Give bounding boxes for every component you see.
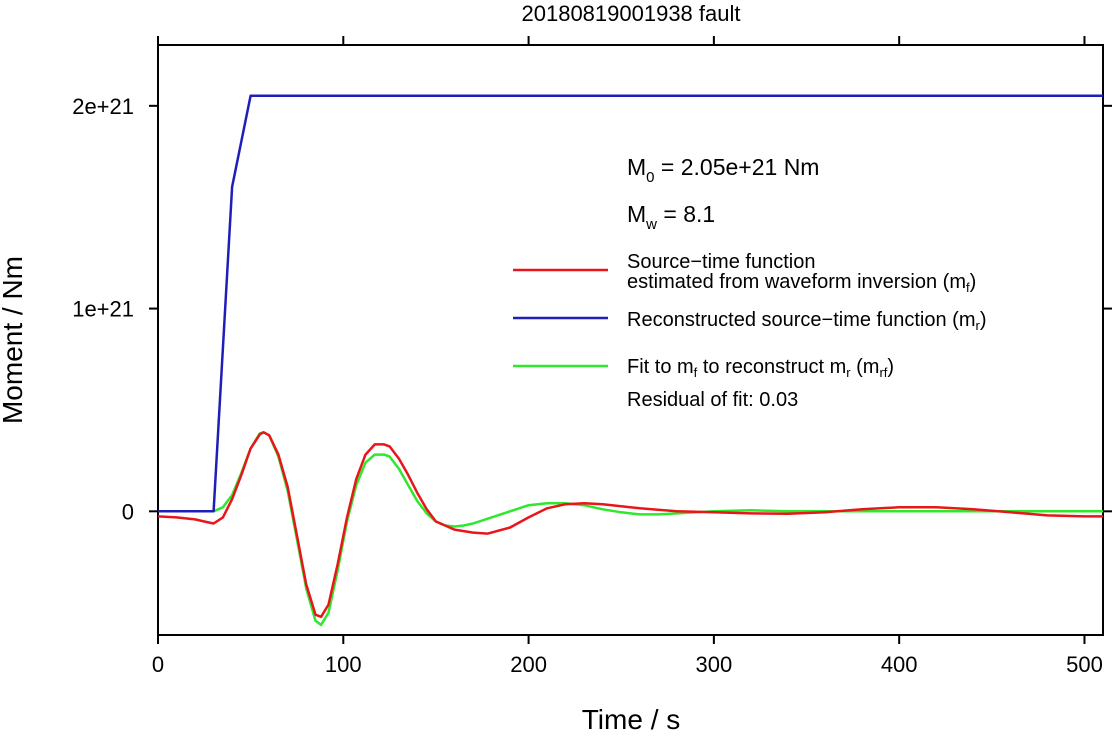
m0-annotation: M0 = 2.05e+21 Nm (627, 154, 819, 186)
y-axis-title: Moment / Nm (0, 256, 28, 424)
legend-label-estimated-line2: estimated from waveform inversion (mf) (627, 271, 976, 295)
plot-frame (157, 44, 1104, 636)
x-tick-label: 500 (1066, 652, 1103, 677)
legend-label-fit: Fit to mf to reconstruct mr (mrf) (627, 356, 894, 380)
mw-annotation: Mw = 8.1 (627, 201, 715, 233)
x-tick-label: 0 (152, 652, 164, 677)
x-tick-label: 200 (510, 652, 547, 677)
legend-label-reconstructed: Reconstructed source−time function (mr) (627, 309, 987, 333)
chart-title: 20180819001938 fault (522, 1, 741, 26)
legend: Source−time function estimated from wave… (513, 251, 987, 411)
mw-subscript: w (645, 216, 657, 233)
residual-annotation: Residual of fit: 0.03 (627, 389, 798, 411)
x-tick-label: 100 (325, 652, 362, 677)
series-line-fit (158, 431, 1103, 627)
series-lines (157, 94, 1103, 627)
axis-ticks: 0 100 200 300 400 500 0 1e+21 2e+21 (72, 36, 1112, 677)
x-tick-label: 300 (696, 652, 733, 677)
series-line-estimated (157, 431, 1103, 619)
legend-label-estimated-line1: Source−time function (627, 251, 815, 273)
y-tick-label: 0 (122, 499, 134, 524)
y-tick-label: 1e+21 (72, 297, 134, 322)
x-tick-label: 400 (881, 652, 918, 677)
series-line-reconstructed (158, 94, 1103, 513)
m0-subscript: 0 (646, 169, 654, 186)
x-axis-title: Time / s (582, 704, 681, 735)
y-tick-label: 2e+21 (72, 94, 134, 119)
